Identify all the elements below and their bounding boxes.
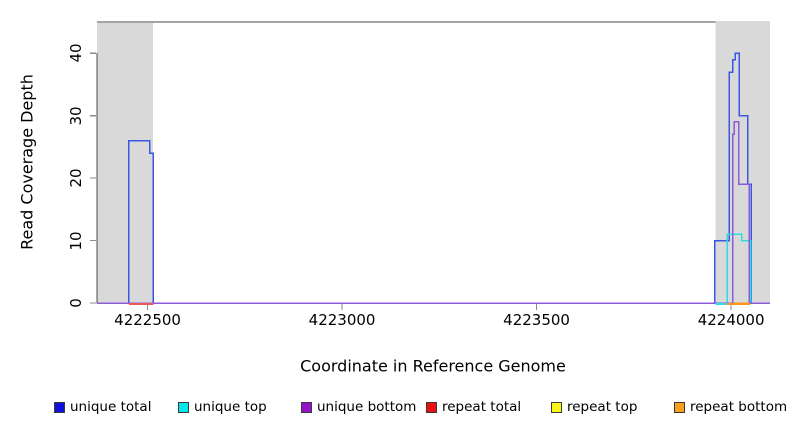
y-tick-label: 40 (67, 43, 85, 63)
legend-swatch-icon (674, 402, 685, 413)
x-tick-label: 4224000 (697, 311, 765, 329)
legend-label: unique total (70, 399, 152, 415)
x-axis-title: Coordinate in Reference Genome (300, 356, 566, 376)
legend-swatch-icon (551, 402, 562, 413)
y-tick-label: 0 (67, 298, 85, 308)
series-unique-bottom (97, 121, 770, 304)
y-tick-label: 20 (67, 168, 85, 188)
series-unique-top (97, 233, 770, 304)
highlight-region (715, 22, 770, 304)
legend-label: unique top (194, 399, 267, 415)
y-tick-label: 30 (67, 106, 85, 126)
x-tick-label: 4222500 (114, 311, 181, 329)
x-tick-label: 4223000 (308, 311, 376, 329)
legend-label: unique bottom (317, 399, 417, 415)
legend-swatch-icon (426, 402, 437, 413)
legend-swatch-icon (54, 402, 65, 413)
legend-swatch-icon (301, 402, 312, 413)
legend-label: repeat bottom (690, 399, 788, 415)
y-tick-label: 10 (67, 231, 85, 251)
legend-swatch-icon (178, 402, 189, 413)
legend-label: repeat top (567, 399, 638, 415)
y-axis-title: Read Coverage Depth (17, 74, 37, 250)
legend-label: repeat total (442, 399, 522, 415)
highlight-region (97, 22, 154, 304)
series-unique-total (97, 52, 770, 304)
x-tick-label: 4223500 (503, 311, 570, 329)
